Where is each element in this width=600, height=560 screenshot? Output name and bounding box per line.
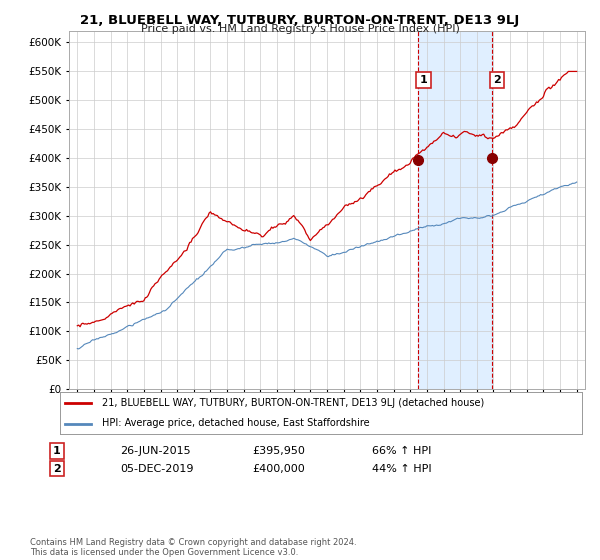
Text: 21, BLUEBELL WAY, TUTBURY, BURTON-ON-TRENT, DE13 9LJ: 21, BLUEBELL WAY, TUTBURY, BURTON-ON-TRE… xyxy=(80,14,520,27)
Text: Price paid vs. HM Land Registry's House Price Index (HPI): Price paid vs. HM Land Registry's House … xyxy=(140,24,460,34)
Text: 26-JUN-2015: 26-JUN-2015 xyxy=(120,446,191,456)
Text: £395,950: £395,950 xyxy=(252,446,305,456)
Text: 44% ↑ HPI: 44% ↑ HPI xyxy=(372,464,431,474)
Text: 05-DEC-2019: 05-DEC-2019 xyxy=(120,464,193,474)
Text: 1: 1 xyxy=(53,446,61,456)
Text: 2: 2 xyxy=(53,464,61,474)
Text: 1: 1 xyxy=(419,75,427,85)
Text: Contains HM Land Registry data © Crown copyright and database right 2024.
This d: Contains HM Land Registry data © Crown c… xyxy=(30,538,356,557)
Text: 2: 2 xyxy=(493,75,501,85)
Text: 21, BLUEBELL WAY, TUTBURY, BURTON-ON-TRENT, DE13 9LJ (detached house): 21, BLUEBELL WAY, TUTBURY, BURTON-ON-TRE… xyxy=(102,398,484,408)
Text: 66% ↑ HPI: 66% ↑ HPI xyxy=(372,446,431,456)
Text: £400,000: £400,000 xyxy=(252,464,305,474)
Bar xyxy=(418,31,492,389)
Text: HPI: Average price, detached house, East Staffordshire: HPI: Average price, detached house, East… xyxy=(102,418,370,428)
